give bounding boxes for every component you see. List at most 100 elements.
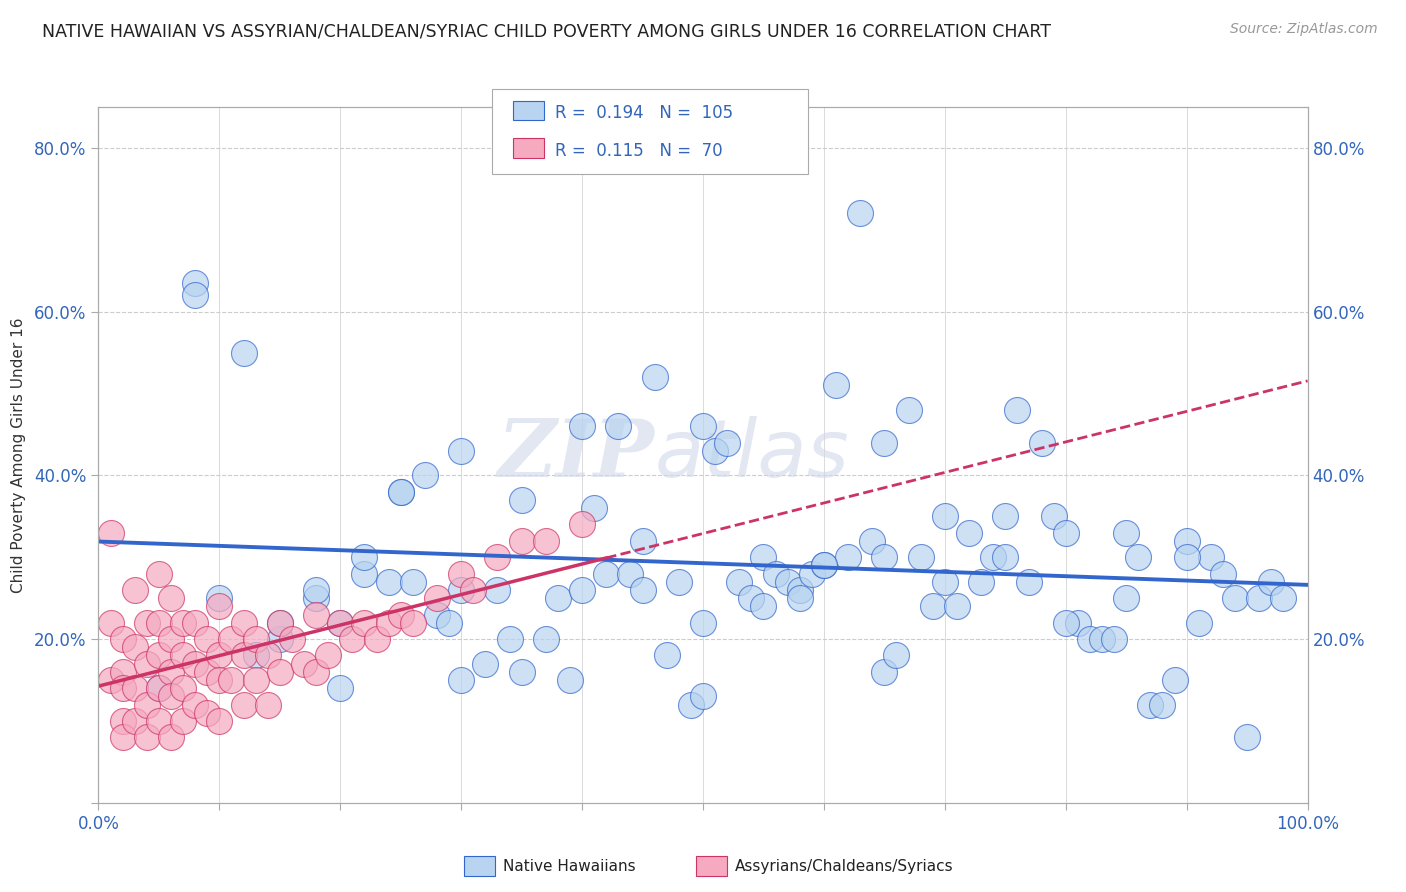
- Point: [329, 681, 352, 696]
- Point: [1163, 673, 1185, 687]
- Point: [1175, 533, 1198, 548]
- Point: [232, 615, 254, 630]
- Point: [111, 714, 134, 728]
- Point: [245, 648, 267, 663]
- Point: [1188, 615, 1211, 630]
- Point: [849, 206, 872, 220]
- Point: [1102, 632, 1125, 646]
- Point: [886, 648, 908, 663]
- Point: [426, 607, 449, 622]
- Point: [172, 681, 194, 696]
- Point: [148, 714, 170, 728]
- Point: [184, 657, 207, 671]
- Point: [172, 615, 194, 630]
- Point: [426, 591, 449, 606]
- Point: [800, 566, 823, 581]
- Point: [195, 665, 218, 679]
- Point: [160, 731, 183, 745]
- Point: [402, 574, 425, 589]
- Point: [135, 657, 157, 671]
- Point: [1175, 550, 1198, 565]
- Point: [256, 698, 278, 712]
- Point: [619, 566, 641, 581]
- Point: [366, 632, 388, 646]
- Point: [172, 714, 194, 728]
- Point: [111, 731, 134, 745]
- Point: [329, 615, 352, 630]
- Point: [100, 615, 122, 630]
- Point: [498, 632, 520, 646]
- Y-axis label: Child Poverty Among Girls Under 16: Child Poverty Among Girls Under 16: [11, 318, 25, 592]
- Point: [981, 550, 1004, 565]
- Point: [837, 550, 859, 565]
- Text: R =  0.194   N =  105: R = 0.194 N = 105: [555, 104, 734, 122]
- Point: [740, 591, 762, 606]
- Point: [172, 648, 194, 663]
- Point: [692, 419, 714, 434]
- Point: [1236, 731, 1258, 745]
- Point: [437, 615, 460, 630]
- Point: [571, 419, 593, 434]
- Point: [655, 648, 678, 663]
- Point: [389, 607, 412, 622]
- Point: [281, 632, 304, 646]
- Point: [245, 632, 267, 646]
- Point: [256, 648, 278, 663]
- Point: [450, 582, 472, 597]
- Point: [184, 288, 207, 302]
- Point: [583, 501, 606, 516]
- Point: [269, 665, 291, 679]
- Point: [184, 615, 207, 630]
- Point: [607, 419, 630, 434]
- Point: [752, 599, 775, 614]
- Point: [377, 615, 399, 630]
- Point: [124, 681, 146, 696]
- Point: [208, 714, 231, 728]
- Point: [1249, 591, 1271, 606]
- Point: [716, 435, 738, 450]
- Point: [571, 582, 593, 597]
- Point: [934, 509, 956, 524]
- Point: [873, 665, 896, 679]
- Point: [160, 632, 183, 646]
- Point: [232, 345, 254, 359]
- Point: [1115, 525, 1137, 540]
- Point: [329, 615, 352, 630]
- Point: [1115, 591, 1137, 606]
- Point: [571, 517, 593, 532]
- Point: [873, 550, 896, 565]
- Point: [776, 574, 799, 589]
- Text: Assyrians/Chaldeans/Syriacs: Assyrians/Chaldeans/Syriacs: [735, 859, 953, 873]
- Point: [184, 698, 207, 712]
- Text: NATIVE HAWAIIAN VS ASSYRIAN/CHALDEAN/SYRIAC CHILD POVERTY AMONG GIRLS UNDER 16 C: NATIVE HAWAIIAN VS ASSYRIAN/CHALDEAN/SYR…: [42, 22, 1052, 40]
- Point: [873, 435, 896, 450]
- Point: [208, 599, 231, 614]
- Point: [135, 615, 157, 630]
- Point: [1223, 591, 1246, 606]
- Point: [269, 615, 291, 630]
- Point: [232, 698, 254, 712]
- Point: [752, 550, 775, 565]
- Point: [463, 582, 485, 597]
- Point: [148, 615, 170, 630]
- Point: [668, 574, 690, 589]
- Point: [510, 492, 533, 507]
- Point: [558, 673, 581, 687]
- Point: [934, 574, 956, 589]
- Point: [135, 698, 157, 712]
- Point: [765, 566, 787, 581]
- Point: [631, 582, 654, 597]
- Point: [111, 665, 134, 679]
- Point: [1152, 698, 1174, 712]
- Point: [413, 468, 436, 483]
- Point: [377, 574, 399, 589]
- Point: [789, 591, 811, 606]
- Point: [692, 615, 714, 630]
- Point: [910, 550, 932, 565]
- Point: [860, 533, 883, 548]
- Point: [897, 403, 920, 417]
- Point: [486, 550, 509, 565]
- Point: [389, 484, 412, 499]
- Point: [704, 443, 727, 458]
- Point: [510, 665, 533, 679]
